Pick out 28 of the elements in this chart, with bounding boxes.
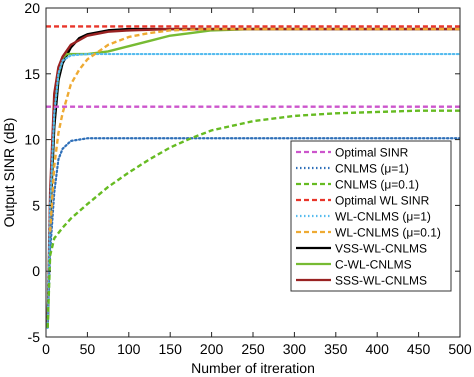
x-tick-label: 350: [324, 341, 348, 357]
y-tick-label: -5: [28, 329, 40, 345]
legend-label: VSS-WL-CNLMS: [335, 242, 428, 256]
x-tick-label: 250: [241, 341, 265, 357]
x-axis-title: Number of itreration: [191, 360, 315, 376]
y-tick-label: 15: [24, 66, 40, 82]
y-tick-label: 10: [24, 132, 40, 148]
y-axis-title: Output SINR (dB): [1, 118, 17, 228]
legend-label: C-WL-CNLMS: [335, 258, 412, 272]
legend-label: Optimal SINR: [335, 146, 409, 160]
x-tick-label: 500: [448, 341, 472, 357]
x-tick-label: 450: [406, 341, 430, 357]
legend-label: WL-CNLMS (μ=1): [335, 210, 431, 224]
x-tick-label: 200: [200, 341, 224, 357]
legend-label: CNLMS (μ=0.1): [335, 178, 419, 192]
x-tick-label: 100: [117, 341, 141, 357]
x-tick-label: 50: [80, 341, 96, 357]
legend-label: CNLMS (μ=1): [335, 162, 409, 176]
x-tick-label: 150: [158, 341, 182, 357]
legend-label: WL-CNLMS (μ=0.1): [335, 226, 441, 240]
legend-label: Optimal WL SINR: [335, 194, 430, 208]
y-tick-label: 5: [32, 197, 40, 214]
y-tick-label: 0: [32, 263, 40, 280]
legend-label: SSS-WL-CNLMS: [335, 274, 428, 288]
x-tick-label: 400: [366, 341, 390, 357]
x-tick-label: 0: [42, 341, 50, 357]
y-tick-label: 20: [24, 0, 40, 16]
x-tick-label: 300: [282, 341, 306, 357]
